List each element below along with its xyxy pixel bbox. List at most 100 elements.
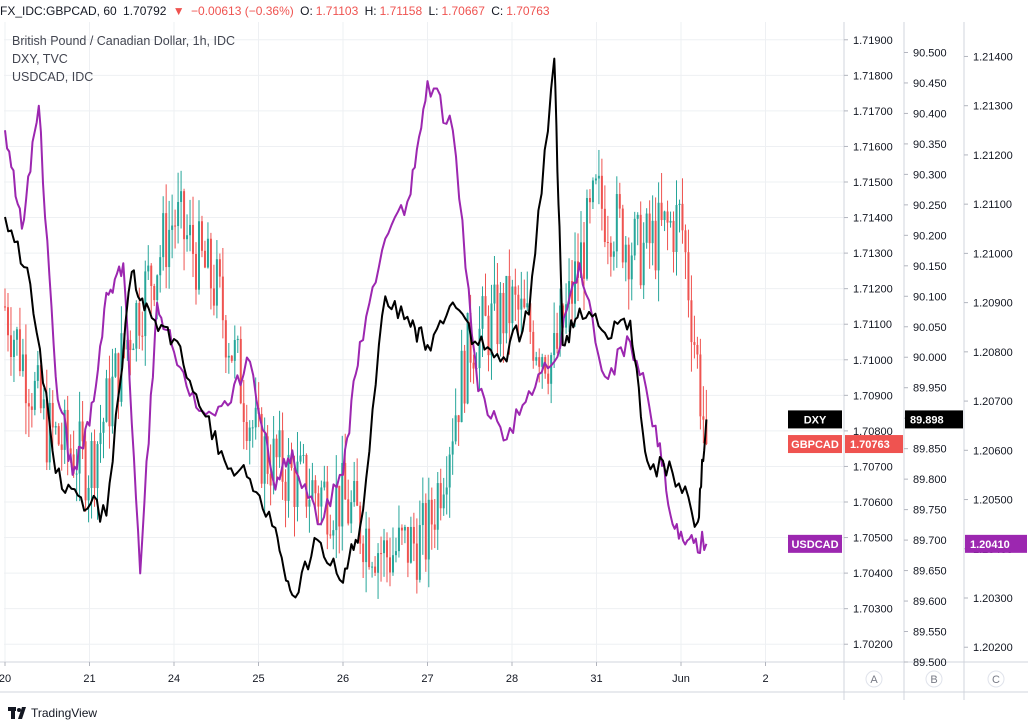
gbpcad-candle-body: [472, 362, 475, 369]
gbpcad-candle-body: [618, 194, 621, 209]
axis-C-tick-label: 1.20600: [973, 445, 1013, 457]
axis-B-tick-label: 89.750: [913, 505, 947, 517]
gbpcad-candle-body: [690, 300, 693, 343]
axis-B-tick-label: 89.700: [913, 535, 947, 547]
legend-gbpcad[interactable]: British Pound / Canadian Dollar, 1h, IDC: [12, 34, 236, 48]
gbpcad-candle-body: [648, 213, 651, 244]
gbpcad-candle-body: [36, 365, 39, 381]
axis-C-tick-label: 1.21300: [973, 101, 1013, 113]
axis-B-tick-label: 89.850: [913, 444, 947, 456]
gbpcad-candle-body: [424, 503, 427, 560]
time-tick-label: 27: [421, 673, 433, 685]
gbpcad-candle-body: [177, 201, 180, 227]
axis-B-tick-label: 89.600: [913, 596, 947, 608]
axis-B-tick-label: 90.400: [913, 108, 947, 120]
gbpcad-candle-body: [666, 211, 669, 223]
gbpcad-candle-body: [269, 473, 272, 486]
gbpcad-candle-body: [299, 455, 302, 462]
axis-C-tick-label: 1.21100: [973, 199, 1012, 211]
gbpcad-candle-body: [568, 281, 571, 305]
symbol-name[interactable]: FX_IDC:GBPCAD, 60: [0, 4, 117, 18]
gbpcad-candle-body: [81, 421, 84, 442]
gbpcad-candle-body: [239, 338, 242, 404]
time-tick-label: 26: [337, 673, 349, 685]
gbpcad-candle-body: [585, 198, 588, 279]
axis-B-tick-label: 89.650: [913, 566, 947, 578]
gbpcad-candle-body: [218, 259, 221, 277]
axis-C-tick-label: 1.20700: [973, 396, 1013, 408]
gbpcad-candle-body: [627, 244, 630, 280]
gbpcad-candle-body: [111, 376, 114, 427]
axis-A-tick-label: 1.70700: [853, 461, 893, 473]
gbpcad-candle-body: [308, 499, 311, 507]
gbpcad-candle-body: [75, 473, 78, 475]
gbpcad-candle-body: [362, 543, 365, 563]
axis-A-tick-label: 1.71200: [853, 284, 893, 296]
axis-A-tick-label: 1.71300: [853, 248, 893, 260]
gbpcad-candle-body: [651, 220, 654, 244]
time-tick-label: 31: [590, 673, 602, 685]
gbpcad-candle-body: [302, 454, 305, 456]
gbpcad-candle-body: [377, 553, 380, 573]
axis-b-button: [925, 670, 943, 688]
gbpcad-candle-body: [356, 481, 359, 506]
gbpcad-price-tag: [845, 435, 903, 454]
price-chart[interactable]: 1.71900 1.71800 1.71700 1.71600 1.71500 1.714…: [0, 0, 1028, 700]
axis-c-button: [987, 670, 1005, 688]
axis-C-tick-label: 1.20900: [973, 298, 1013, 310]
gbpcad-candle-body: [696, 344, 699, 355]
gbpcad-candle-body: [15, 329, 18, 340]
tradingview-logo[interactable]: TradingView: [8, 702, 97, 724]
gbpcad-candle-body: [609, 242, 612, 257]
gbpcad-candle-body: [368, 528, 371, 568]
gbpcad-candle-body: [505, 275, 508, 334]
gbpcad-candle-body: [597, 175, 600, 179]
gbpcad-candle-body: [105, 378, 108, 422]
gbpcad-candle-body: [511, 286, 514, 324]
gbpcad-candle-body: [487, 315, 490, 356]
gbpcad-candle-body: [553, 333, 556, 356]
legend-dxy[interactable]: DXY, TVC: [12, 52, 68, 66]
gbpcad-candle-body: [135, 302, 138, 349]
axis-A-tick-label: 1.71900: [853, 35, 893, 47]
gbpcad-candle-body: [693, 342, 696, 345]
gbpcad-candle-body: [502, 292, 505, 334]
gbpcad-candle-body: [508, 275, 511, 324]
gbpcad-candle-body: [571, 281, 574, 304]
time-tick-label: 2: [762, 673, 768, 685]
axis-b-button-label: B: [930, 674, 937, 686]
gbpcad-candle-body: [415, 543, 418, 580]
gbpcad-candle-body: [60, 444, 63, 450]
axis-A-tick-label: 1.70500: [853, 533, 893, 545]
low-value: 1.70667: [441, 4, 485, 18]
gbpcad-candle-body: [594, 178, 597, 181]
gbpcad-candle-body: [687, 252, 690, 301]
gbpcad-candle-body: [317, 493, 320, 507]
gbpcad-candle-body: [18, 329, 21, 372]
gbpcad-candle-body: [189, 224, 192, 236]
gbpcad-candle-body: [451, 441, 454, 455]
gbpcad-candle-body: [463, 350, 466, 404]
gbpcad-candle-body: [439, 483, 442, 509]
gbpcad-candle-body: [69, 448, 72, 455]
axis-A-tick-label: 1.70300: [853, 604, 893, 616]
gbpcad-candle-body: [454, 415, 457, 442]
axis-B-tick-label: 90.050: [913, 322, 947, 334]
gbpcad-candle-body: [669, 220, 672, 223]
gbpcad-candle-body: [236, 338, 239, 341]
gbpcad-candle-body: [186, 235, 189, 240]
dxy-name-tag: [788, 410, 842, 429]
legend-usdcad[interactable]: USDCAD, IDC: [12, 70, 94, 84]
last-price: 1.70792: [123, 4, 167, 18]
gbpcad-candle-body: [245, 421, 248, 441]
gbpcad-candle-body: [630, 255, 633, 280]
gbpcad-candle-body: [251, 427, 254, 429]
gbpcad-candle-body: [400, 527, 403, 531]
gbpcad-candle-body: [39, 365, 42, 409]
gbpcad-candle-body: [397, 527, 400, 552]
gbpcad-candle-body: [466, 312, 469, 404]
gbpcad-candle-body: [523, 298, 526, 308]
gbpcad-candle-body: [445, 487, 448, 495]
axis-C-tick-label: 1.20200: [973, 642, 1013, 654]
axis-B-tick-label: 90.150: [913, 261, 947, 273]
